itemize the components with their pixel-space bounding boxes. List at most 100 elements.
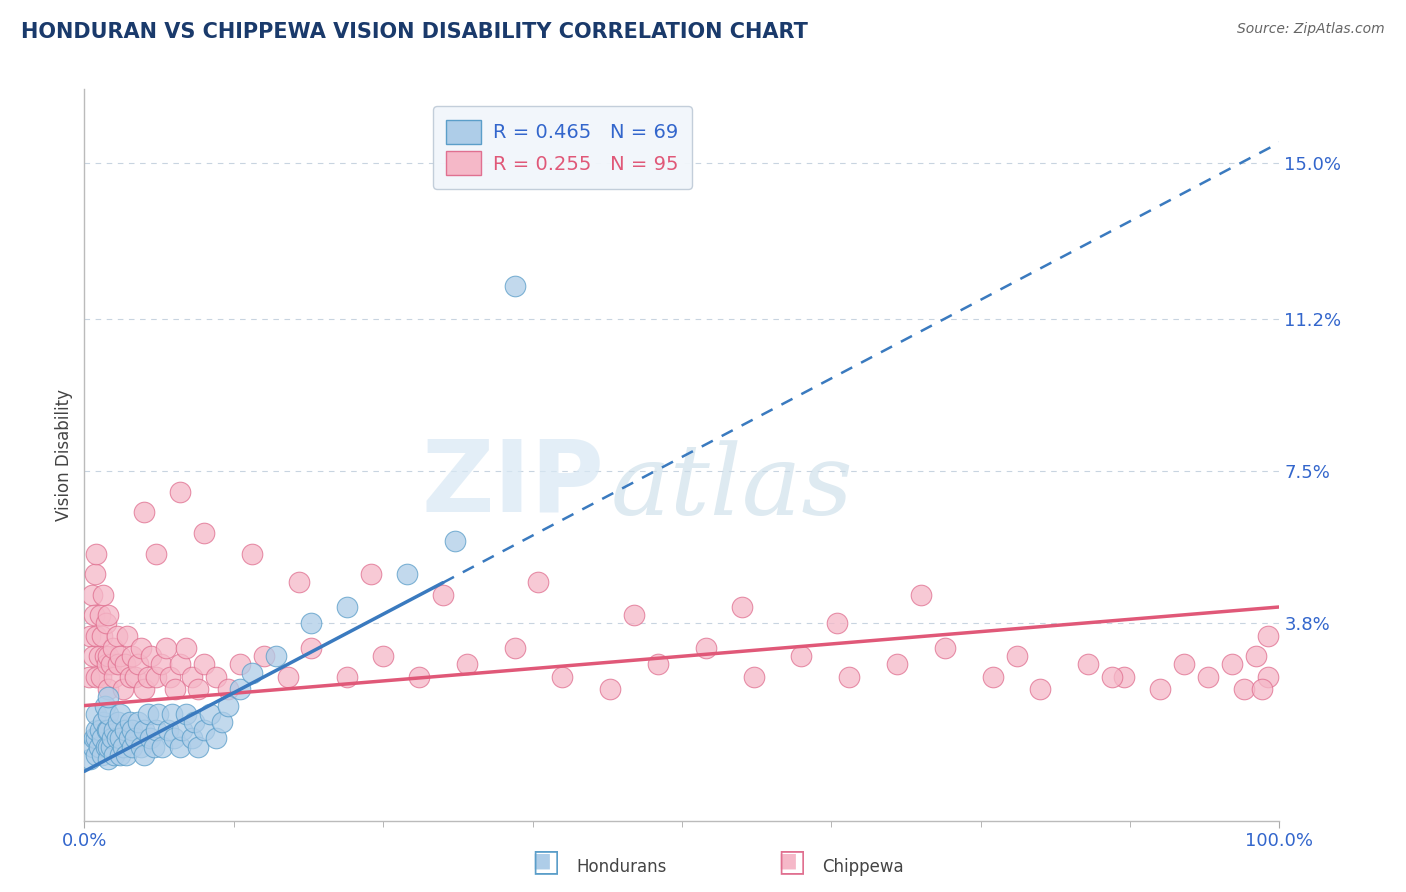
Point — [160, 706, 183, 721]
Point — [790, 649, 813, 664]
Point — [96, 657, 118, 672]
Point — [117, 731, 139, 746]
Point — [174, 641, 197, 656]
Y-axis label: Vision Disability: Vision Disability — [55, 389, 73, 521]
Point — [132, 505, 156, 519]
Point — [1101, 670, 1123, 684]
Point — [731, 599, 754, 614]
Point — [87, 739, 110, 754]
Point — [1077, 657, 1099, 672]
Point — [86, 629, 108, 643]
Point — [94, 616, 117, 631]
Point — [396, 567, 419, 582]
Point — [217, 682, 239, 697]
Text: ▪: ▪ — [778, 847, 797, 876]
Point — [198, 706, 221, 721]
Point — [240, 547, 263, 561]
Point — [163, 731, 186, 746]
Point — [87, 649, 110, 664]
Point — [101, 641, 124, 656]
Point — [145, 723, 167, 738]
Point — [100, 657, 122, 672]
Point — [97, 649, 120, 664]
Point — [121, 723, 143, 738]
Text: HONDURAN VS CHIPPEWA VISION DISABILITY CORRELATION CHART: HONDURAN VS CHIPPEWA VISION DISABILITY C… — [21, 22, 808, 42]
Point — [174, 706, 197, 721]
Point — [82, 649, 104, 664]
Point — [83, 608, 105, 623]
Point — [86, 670, 108, 684]
Point — [93, 698, 115, 713]
Point — [1114, 670, 1136, 684]
Point — [1149, 682, 1171, 697]
Point — [301, 616, 323, 631]
Point — [527, 575, 550, 590]
Point — [211, 714, 233, 729]
Legend: R = 0.465   N = 69, R = 0.255   N = 95: R = 0.465 N = 69, R = 0.255 N = 95 — [433, 106, 692, 189]
Point — [827, 616, 849, 631]
Point — [193, 723, 215, 738]
Point — [253, 649, 276, 664]
Point — [107, 657, 129, 672]
Point — [132, 747, 156, 762]
Point — [181, 731, 204, 746]
Point — [79, 752, 101, 766]
Point — [93, 649, 115, 664]
Point — [127, 714, 149, 729]
Point — [336, 670, 359, 684]
Point — [124, 670, 146, 684]
Point — [444, 534, 467, 549]
Point — [136, 670, 159, 684]
Point — [169, 657, 191, 672]
Point — [886, 657, 908, 672]
Point — [83, 731, 105, 746]
Point — [1173, 657, 1195, 672]
Point — [82, 739, 104, 754]
Point — [91, 747, 114, 762]
Point — [114, 723, 136, 738]
Text: Hondurans: Hondurans — [576, 858, 666, 876]
Point — [288, 575, 311, 590]
Point — [240, 665, 263, 680]
Text: atlas: atlas — [610, 440, 853, 535]
Point — [79, 629, 101, 643]
Point — [149, 657, 172, 672]
Point — [205, 670, 228, 684]
Point — [360, 567, 382, 582]
Point — [373, 649, 395, 664]
Point — [181, 670, 204, 684]
Point — [105, 629, 128, 643]
Point — [77, 670, 100, 684]
Point — [336, 599, 359, 614]
Point — [111, 682, 134, 697]
Point — [277, 670, 299, 684]
Point — [145, 547, 167, 561]
Point — [145, 670, 167, 684]
Point — [91, 629, 114, 643]
Point — [503, 641, 526, 656]
Point — [127, 657, 149, 672]
Point — [456, 657, 478, 672]
Point — [124, 731, 146, 746]
Point — [86, 731, 108, 746]
Point — [623, 608, 645, 623]
Point — [97, 608, 120, 623]
Point — [129, 641, 152, 656]
Point — [97, 706, 120, 721]
Point — [1220, 657, 1243, 672]
Point — [169, 484, 191, 499]
Point — [103, 670, 125, 684]
Point — [97, 752, 120, 766]
Point — [93, 588, 115, 602]
Point — [93, 714, 115, 729]
Point — [115, 747, 138, 762]
Point — [139, 731, 162, 746]
Point — [193, 526, 215, 541]
Point — [1257, 670, 1279, 684]
Point — [129, 739, 152, 754]
Point — [229, 657, 252, 672]
Point — [141, 649, 163, 664]
Point — [934, 641, 956, 656]
Point — [432, 588, 454, 602]
Point — [97, 682, 120, 697]
